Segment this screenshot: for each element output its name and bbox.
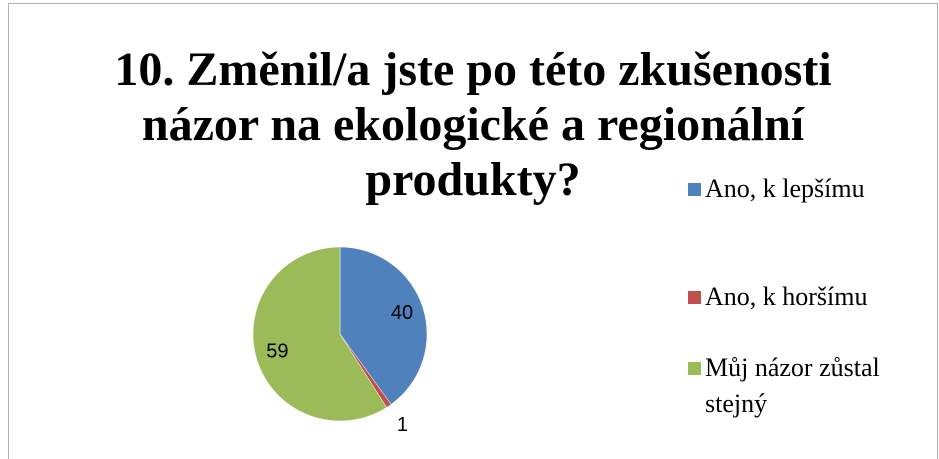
chart-title: 10. Změnil/a jste po této zkušenosti náz… (114, 43, 832, 206)
chart-frame (8, 3, 938, 459)
pie-slice (339, 246, 428, 405)
legend-label: Ano, k lepšímu (705, 174, 865, 203)
data-label: 1 (397, 414, 408, 436)
legend-swatch (688, 291, 701, 304)
legend-item: Ano, k lepšímu (688, 171, 928, 207)
legend-item: Ano, k horšímu (688, 279, 928, 315)
legend-swatch (688, 183, 701, 196)
data-label: 40 (391, 302, 413, 324)
legend-label: Můj názor zůstal stejný (705, 353, 880, 418)
pie-slice (252, 246, 387, 422)
data-label: 59 (266, 340, 288, 362)
legend-swatch (688, 362, 701, 375)
legend-label: Ano, k horšímu (705, 282, 868, 311)
legend-item: Můj názor zůstal stejný (688, 350, 928, 422)
